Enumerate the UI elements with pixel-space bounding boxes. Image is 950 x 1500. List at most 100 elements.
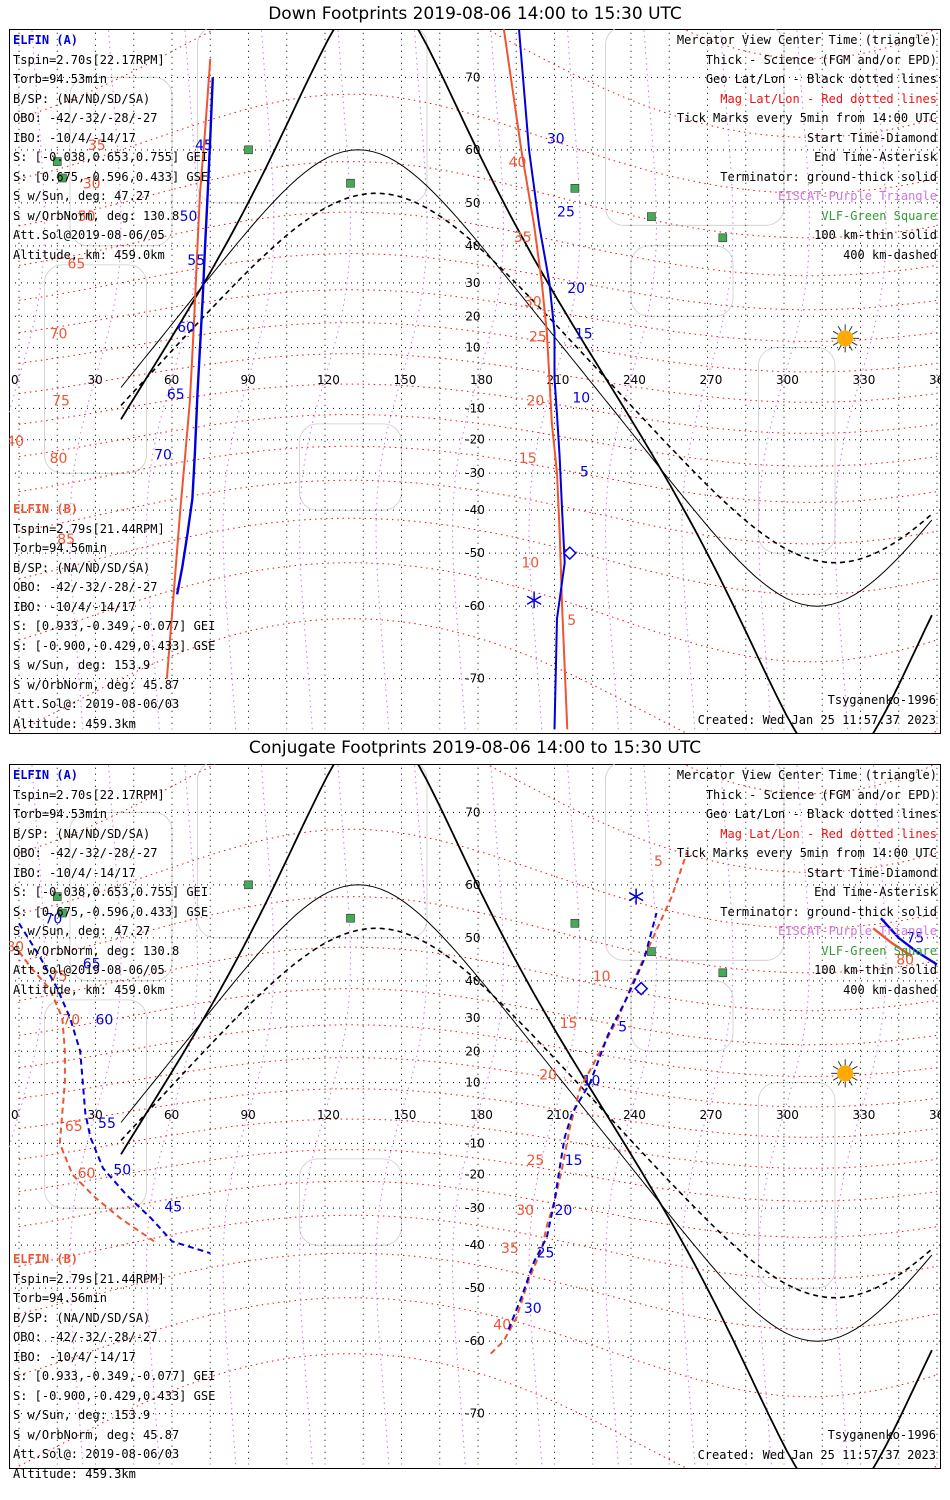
legend: Mercator View Center Time (triangle) Thic… — [677, 31, 937, 265]
elfin-b-track-tick-label: 70 — [50, 326, 68, 342]
info-line: S: [0.933,-0.349,-0.077] GEI — [13, 1369, 216, 1383]
land-outline — [44, 999, 147, 1209]
vlf-station-marker — [52, 892, 62, 901]
land-outline — [44, 264, 147, 474]
down-footprints-map: 0306090120150180210240270300330360706050… — [9, 29, 941, 734]
elfin-a-conj-track — [18, 922, 211, 1255]
mag-lon-line — [298, 29, 352, 730]
lon-tick-label: 180 — [470, 373, 493, 387]
elfin-b-track-tick-label: 35 — [88, 138, 106, 154]
legend-item: 400 km-dashed — [843, 247, 937, 262]
elfin-b-lines: Tspin=2.79s[21.44RPM] Torb=94.56min B/SP: … — [13, 1270, 215, 1485]
elfin-a-conj-track-tick-label: 70 — [45, 911, 63, 927]
elfin-b-conj-track-tick-label: 75 — [50, 969, 68, 985]
lat-tick-label: 20 — [465, 1044, 480, 1058]
info-line: S: [-0.900,-0.429,0.433] GSE — [13, 638, 216, 653]
lat-tick-label: 40 — [465, 974, 480, 988]
land-outline — [605, 29, 785, 226]
elfin-b-track-tick-label: 25 — [529, 329, 547, 345]
elfin-a-track-tick-label: 65 — [167, 387, 185, 403]
lat-tick-label: 40 — [465, 239, 480, 253]
legend-item: EISCAT-Purple Triangle — [778, 189, 937, 203]
elfin-b-track-tick-label: 30 — [524, 295, 542, 311]
info-line: Torb=94.53min — [13, 807, 107, 821]
sun-ray — [848, 325, 853, 332]
land-outline — [758, 347, 836, 554]
legend-item: Mercator View Center Time (triangle) — [676, 768, 937, 782]
elfin-a-track — [517, 29, 566, 730]
lat-tick-label: -70 — [465, 672, 485, 686]
lon-tick-label: 240 — [623, 373, 646, 387]
lat-tick-label: 70 — [465, 70, 480, 84]
elfin-a-track-tick-label: 25 — [557, 205, 575, 221]
info-line: IBO: -10/4/-14/17 — [13, 1349, 136, 1364]
lat-tick-label: 60 — [465, 878, 480, 892]
lat-tick-label: -40 — [465, 1238, 485, 1252]
elfin-b-track-tick-label: 10 — [521, 556, 539, 572]
terminator-100km — [120, 149, 933, 607]
lon-tick-label: 0 — [11, 373, 19, 387]
info-line: B/SP: (NA/ND/SD/SA) — [13, 91, 151, 106]
vlf-station-marker — [52, 157, 62, 166]
legend: Mercator View Center Time (triangle) Thic… — [677, 766, 937, 1000]
terminator-400km — [120, 192, 933, 564]
lon-tick-label: 270 — [700, 373, 723, 387]
elfin-a-conj-track — [507, 912, 658, 1330]
mag-lat-line — [18, 289, 938, 342]
elfin-b-conj-track-tick-label: 65 — [65, 1119, 83, 1135]
land-outline — [605, 764, 785, 961]
land-outline — [197, 764, 428, 939]
info-line: S w/Sun, deg: 47.27 — [13, 924, 151, 938]
sun-icon — [831, 1059, 860, 1088]
sun-ray — [837, 325, 842, 332]
vlf-station-marker — [58, 173, 67, 183]
elfin-a-conj-track-tick-label: 10 — [583, 1074, 601, 1090]
mag-lon-line — [69, 29, 122, 730]
info-line: S w/OrbNorm, deg: 130.8 — [13, 943, 180, 958]
legend-item: VLF-Green Square — [821, 943, 937, 958]
elfin-b-track-tick-label: 15 — [519, 451, 537, 467]
sun-ray — [837, 1060, 842, 1067]
legend-item: Start Time-Diamond — [806, 130, 937, 145]
mag-lon-line — [451, 29, 505, 730]
mag-lon-line — [222, 764, 275, 1465]
info-line: S: [0.933,-0.349,-0.077] GEI — [13, 619, 216, 633]
vlf-station-marker — [647, 947, 656, 956]
elfin-b-track-tick-label: 65 — [67, 257, 85, 273]
elfin-a-track-tick-label: 70 — [154, 447, 172, 463]
map-canvas: 0306090120150180210240270300330360706050… — [9, 29, 941, 734]
elfin-a-track-tick-label: 20 — [567, 281, 585, 297]
elfin-b-conj-track-tick-label: 30 — [516, 1203, 534, 1219]
mag-lat-line — [18, 445, 938, 503]
lat-tick-label: 60 — [465, 143, 480, 157]
info-line: Torb=94.53min — [13, 72, 107, 86]
mag-lon-line — [145, 764, 199, 1465]
terminator-ground — [120, 764, 933, 1469]
info-line: IBO: -10/4/-14/17 — [13, 865, 136, 880]
info-line: IBO: -10/4/-14/17 — [13, 130, 136, 145]
lat-tick-label: 30 — [465, 1011, 480, 1025]
elfin-a-lines: Tspin=2.70s[22.17RPM] Torb=94.53min B/SP: … — [13, 51, 208, 266]
mag-lon-line — [528, 764, 581, 1465]
start-time-diamond — [562, 546, 577, 561]
mag-lat-line — [18, 1088, 938, 1138]
mag-lon-line — [757, 764, 811, 1465]
elfin-a-conj-track-tick-label: 20 — [555, 1203, 573, 1219]
sun-disc — [837, 330, 854, 347]
mag-lat-line — [18, 1057, 938, 1108]
mag-lon-line — [222, 29, 275, 730]
mag-lat-line — [18, 383, 938, 434]
lon-tick-label: 360 — [929, 373, 941, 387]
mag-lat-line — [18, 618, 938, 734]
sun-icon — [831, 324, 860, 353]
info-line: S: [0.675,-0.596,0.433] GSE — [13, 904, 209, 919]
sun-ray — [832, 1065, 839, 1070]
mag-lat-line — [18, 1024, 938, 1077]
lon-tick-label: 330 — [853, 373, 876, 387]
mag-lat-line — [18, 414, 938, 467]
elfin-a-track-tick-label: 60 — [177, 320, 195, 336]
mag-lon-line — [757, 29, 811, 730]
info-line: S: [-0.038,0.653,0.755] GEI — [13, 885, 209, 899]
asterisk-stroke — [628, 891, 644, 902]
info-line: Torb=94.56min — [13, 541, 107, 555]
